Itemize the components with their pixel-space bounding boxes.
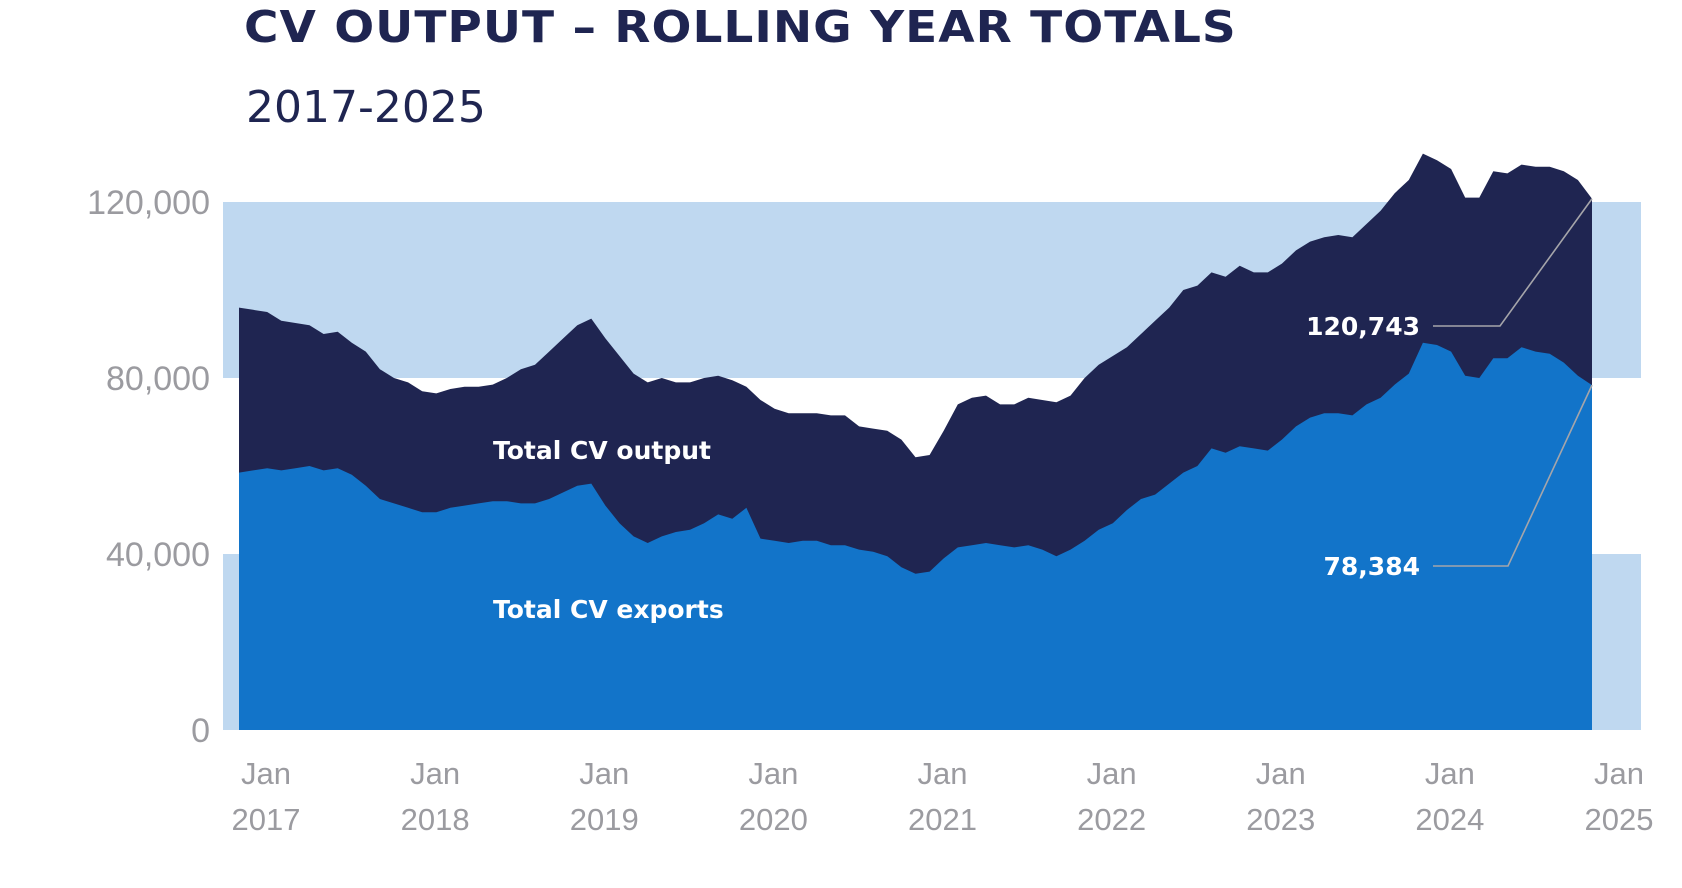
y-tick-label: 40,000 xyxy=(106,536,210,574)
x-tick-label-year: 2018 xyxy=(401,802,470,837)
x-tick-label-month: Jan xyxy=(918,756,968,791)
annotation-leader-line xyxy=(1433,384,1593,567)
x-tick-label-month: Jan xyxy=(241,756,291,791)
x-tick-label-year: 2022 xyxy=(1077,802,1146,837)
chart-subtitle: 2017-2025 xyxy=(246,82,486,133)
y-tick-label: 80,000 xyxy=(106,360,210,398)
x-tick-label-month: Jan xyxy=(579,756,629,791)
x-tick-label-year: 2021 xyxy=(908,802,977,837)
series-label-total-output: Total CV output xyxy=(493,436,711,465)
x-tick-label-year: 2025 xyxy=(1585,802,1654,837)
y-tick-label: 0 xyxy=(191,712,210,750)
x-tick-label-year: 2024 xyxy=(1415,802,1484,837)
x-tick-label-year: 2023 xyxy=(1246,802,1315,837)
x-tick-label-month: Jan xyxy=(1594,756,1644,791)
x-tick-label-year: 2019 xyxy=(570,802,639,837)
y-tick-label: 120,000 xyxy=(87,184,210,222)
x-tick-label-month: Jan xyxy=(1256,756,1306,791)
x-tick-label-year: 2017 xyxy=(232,802,301,837)
x-tick-label-month: Jan xyxy=(748,756,798,791)
area-total-cv-exports xyxy=(239,342,1592,730)
series-label-total-exports: Total CV exports xyxy=(493,595,724,624)
x-tick-label-year: 2020 xyxy=(739,802,808,837)
annotation-leader-line xyxy=(1433,198,1593,327)
x-tick-label-month: Jan xyxy=(1087,756,1137,791)
x-tick-label-month: Jan xyxy=(410,756,460,791)
annotation-value: 78,384 xyxy=(1324,552,1420,581)
annotation-value: 120,743 xyxy=(1306,312,1420,341)
chart-title: CV OUTPUT – ROLLING YEAR TOTALS xyxy=(244,2,1237,53)
x-tick-label-month: Jan xyxy=(1425,756,1475,791)
